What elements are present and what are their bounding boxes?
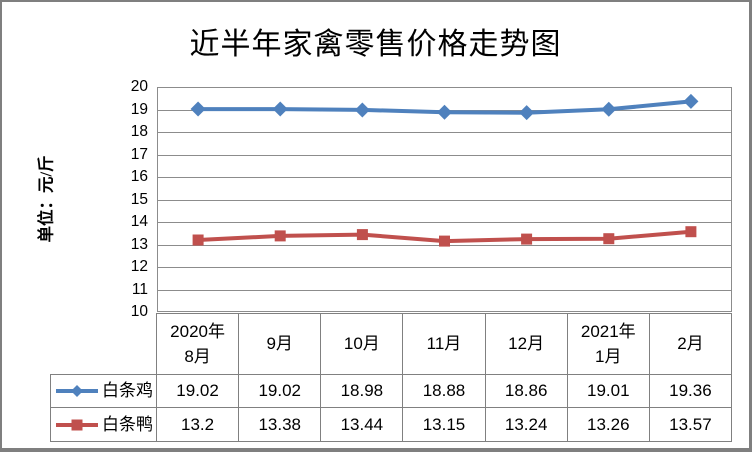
value-cell: 13.57 xyxy=(649,408,732,442)
value-cell: 13.2 xyxy=(157,408,240,442)
y-tick-label: 20 xyxy=(130,78,148,95)
y-tick-label: 13 xyxy=(130,235,148,253)
data-table: 2020年 8月 9月 10月 11月 12月 2021年 1月 2月 白条鸡 19.02 19.… xyxy=(50,313,732,442)
month-header-cell: 12月 xyxy=(485,313,568,375)
month-header-cell: 2021年 1月 xyxy=(567,313,650,375)
value-cell: 18.98 xyxy=(321,375,404,408)
legend-marker-chicken xyxy=(56,385,98,397)
corner-cell xyxy=(50,313,157,375)
value-cell: 13.38 xyxy=(239,408,322,442)
series-duck-line xyxy=(192,226,697,247)
plot-svg xyxy=(157,87,732,312)
y-tick-label: 11 xyxy=(131,280,148,298)
y-tick-label: 16 xyxy=(130,168,148,185)
value-cell: 13.15 xyxy=(403,408,486,442)
series-name: 白条鸡 xyxy=(102,381,153,401)
month-header-cell: 9月 xyxy=(239,313,322,375)
legend-marker-duck xyxy=(56,419,98,430)
value-cell: 18.88 xyxy=(403,375,486,408)
plot-area xyxy=(157,87,732,317)
series-name: 白条鸭 xyxy=(102,414,153,434)
series-chicken-line xyxy=(190,93,699,121)
month-header-cell: 10月 xyxy=(321,313,404,375)
y-tick-label: 10 xyxy=(130,303,148,320)
series-legend-cell: 白条鸡 xyxy=(50,375,157,408)
value-cell: 13.26 xyxy=(567,408,650,442)
series-legend-cell: 白条鸭 xyxy=(50,408,157,442)
value-cell: 19.01 xyxy=(567,375,650,408)
value-cell: 19.02 xyxy=(157,375,240,408)
y-tick-label: 18 xyxy=(130,123,148,140)
value-cell: 19.02 xyxy=(239,375,322,408)
chart-title: 近半年家禽零售价格走势图 xyxy=(189,28,562,61)
month-header-cell: 2020年 8月 xyxy=(157,313,240,375)
value-cell: 13.44 xyxy=(321,408,404,442)
y-tick-label: 17 xyxy=(130,145,148,163)
y-tick-label: 19 xyxy=(130,100,148,118)
month-header-cell: 2月 xyxy=(649,313,732,375)
gridlines xyxy=(157,87,732,312)
value-cell: 13.24 xyxy=(485,408,568,442)
y-tick-label: 12 xyxy=(130,258,148,275)
value-cell: 19.36 xyxy=(649,375,732,408)
value-cell: 18.86 xyxy=(485,375,568,408)
month-header-cell: 11月 xyxy=(403,313,486,375)
y-tick-label: 14 xyxy=(130,213,148,230)
y-tick-label: 15 xyxy=(130,190,148,208)
